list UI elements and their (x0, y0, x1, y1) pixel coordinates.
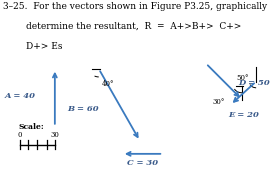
Text: 30°: 30° (212, 98, 225, 106)
Text: D+> Es: D+> Es (3, 42, 62, 51)
Text: D = 50: D = 50 (238, 79, 270, 87)
Text: E = 20: E = 20 (228, 111, 258, 119)
Text: Scale:: Scale: (19, 123, 45, 131)
Text: determine the resultant,  R  =  A+>B+>  C+>: determine the resultant, R = A+>B+> C+> (3, 22, 241, 31)
Text: B = 60: B = 60 (67, 105, 99, 113)
Text: A = 40: A = 40 (4, 92, 35, 100)
Text: 3–25.  For the vectors shown in Figure P3.25, graphically: 3–25. For the vectors shown in Figure P3… (3, 2, 267, 11)
Text: 0: 0 (17, 131, 22, 139)
Text: 50°: 50° (236, 74, 249, 82)
Text: 30: 30 (50, 131, 59, 139)
Text: 40°: 40° (101, 80, 114, 88)
Text: C = 30: C = 30 (127, 159, 158, 167)
